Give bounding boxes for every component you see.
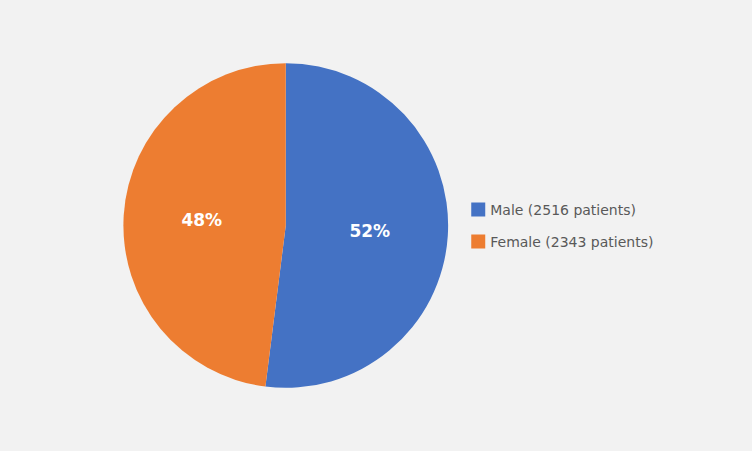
svg-text:52%: 52% (349, 221, 390, 241)
svg-text:48%: 48% (181, 210, 222, 230)
svg-text:Male (2516 patients): Male (2516 patients) (490, 202, 636, 218)
svg-text:Female (2343 patients): Female (2343 patients) (490, 234, 653, 250)
